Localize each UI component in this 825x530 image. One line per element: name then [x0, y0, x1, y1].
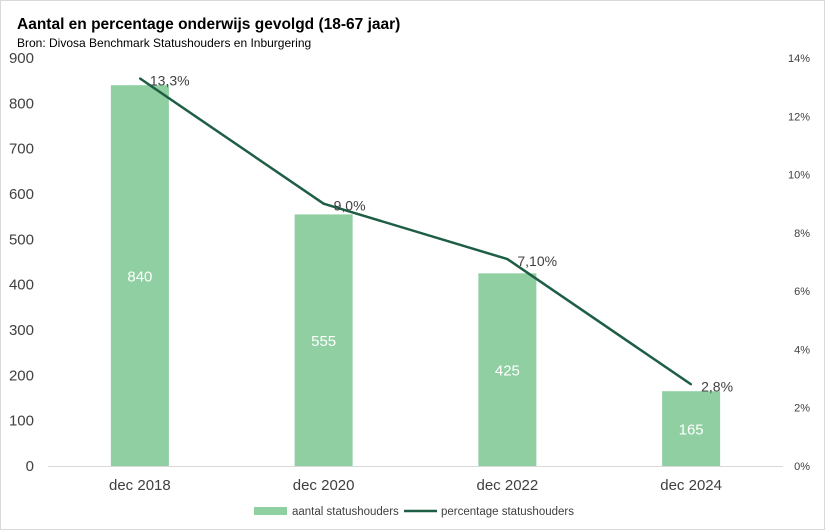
y-left-tick-label: 400 — [9, 277, 34, 294]
legend-label-line: percentage statushouders — [441, 506, 574, 518]
bar — [662, 391, 721, 466]
line-point — [322, 202, 325, 205]
y-left-tick-label: 300 — [9, 322, 34, 339]
y-left-tick-label: 900 — [9, 50, 34, 67]
x-tick-label: dec 2022 — [477, 477, 539, 494]
y-left-tick-label: 0 — [26, 458, 34, 475]
x-tick-label: dec 2024 — [660, 477, 722, 494]
y-left-tick-label: 800 — [9, 95, 34, 112]
y-right-tick-label: 8% — [794, 228, 810, 240]
y-right-tick-label: 6% — [794, 286, 810, 298]
y-right-tick-label: 2% — [794, 403, 810, 415]
y-right-tick-label: 0% — [794, 461, 810, 473]
line-data-label: 2,8% — [701, 378, 733, 394]
line-series — [139, 77, 692, 386]
y-left-tick-label: 700 — [9, 141, 34, 158]
bar — [110, 85, 169, 466]
y-right-tick-label: 12% — [788, 111, 810, 123]
line-point — [690, 383, 693, 386]
bar-data-label: 840 — [127, 269, 152, 286]
y-right-tick-label: 10% — [788, 170, 810, 182]
y-right-tick-label: 14% — [788, 53, 810, 65]
y-left-tick-label: 500 — [9, 231, 34, 248]
line-data-label: 9,0% — [334, 198, 366, 214]
chart-subtitle: Bron: Divosa Benchmark Statushouders en … — [17, 36, 312, 50]
bar-data-label: 555 — [311, 333, 336, 350]
y-left-tick-label: 600 — [9, 186, 34, 203]
bar — [294, 214, 353, 466]
bar-data-label: 425 — [495, 363, 520, 380]
bar-data-label: 165 — [679, 422, 704, 439]
chart-title: Aantal en percentage onderwijs gevolgd (… — [17, 16, 401, 33]
y-left-tick-label: 200 — [9, 367, 34, 384]
line-point — [138, 77, 141, 80]
legend-label-bar: aantal statushouders — [292, 506, 399, 518]
bar — [478, 273, 537, 466]
x-tick-label: dec 2018 — [109, 477, 171, 494]
line-data-label: 7,10% — [517, 253, 557, 269]
y-right-tick-label: 4% — [794, 344, 810, 356]
line-data-label: 13,3% — [150, 72, 190, 88]
x-tick-label: dec 2020 — [293, 477, 355, 494]
y-left-tick-label: 100 — [9, 413, 34, 430]
legend-swatch-bar — [254, 507, 287, 515]
line-point — [506, 258, 509, 261]
